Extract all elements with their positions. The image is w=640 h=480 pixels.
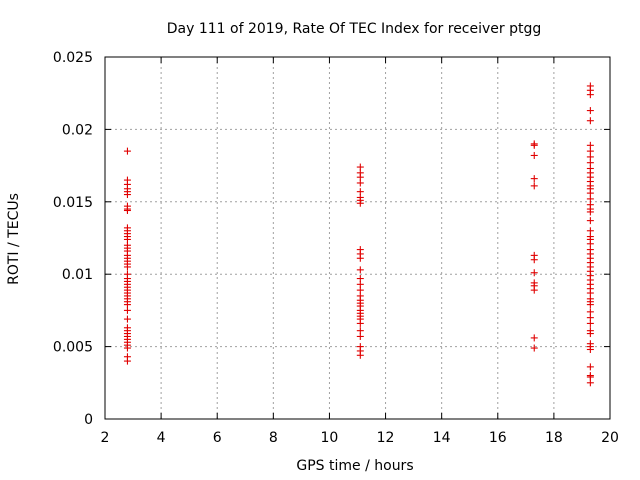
data-point <box>123 357 131 365</box>
data-point <box>586 363 594 371</box>
data-point <box>586 91 594 99</box>
x-tick-label: 12 <box>377 430 395 446</box>
y-tick-label: 0.005 <box>53 340 93 356</box>
x-tick-label: 14 <box>433 430 451 446</box>
y-axis-tick-labels: 0 0.005 0.01 0.015 0.02 0.025 <box>53 50 93 428</box>
data-point <box>586 208 594 216</box>
data-point <box>530 269 538 277</box>
data-point <box>586 319 594 327</box>
data-point <box>530 344 538 352</box>
data-point <box>530 182 538 190</box>
data-point <box>123 263 131 271</box>
x-tick-label: 16 <box>489 430 507 446</box>
x-tick-label: 2 <box>101 430 110 446</box>
y-tick-label: 0 <box>84 412 93 428</box>
axis-ticks <box>104 56 611 420</box>
y-tick-label: 0.015 <box>53 195 93 211</box>
data-point <box>356 199 364 207</box>
data-point <box>123 315 131 323</box>
x-tick-label: 20 <box>601 430 619 446</box>
grid-lines <box>105 57 610 419</box>
data-point <box>123 147 131 155</box>
chart-title: Day 111 of 2019, Rate Of TEC Index for r… <box>167 21 542 37</box>
data-point <box>530 175 538 183</box>
x-axis-label: GPS time / hours <box>296 458 413 474</box>
y-tick-label: 0.01 <box>62 267 93 283</box>
x-axis-tick-labels: 2 4 6 8 10 12 14 16 18 20 <box>101 430 619 446</box>
data-point <box>586 301 594 309</box>
data-point <box>586 330 594 338</box>
data-point <box>530 256 538 264</box>
data-point <box>356 266 364 274</box>
data-point <box>530 151 538 159</box>
y-tick-label: 0.025 <box>53 50 93 66</box>
data-point <box>123 344 131 352</box>
data-point <box>586 379 594 387</box>
data-point <box>586 117 594 125</box>
x-tick-label: 6 <box>213 430 222 446</box>
x-tick-label: 4 <box>157 430 166 446</box>
data-point <box>356 351 364 359</box>
data-point <box>123 306 131 314</box>
data-point <box>586 217 594 225</box>
data-point <box>123 206 131 214</box>
plot-frame <box>104 56 611 420</box>
data-point <box>356 332 364 340</box>
data-points <box>123 82 594 387</box>
data-point <box>356 319 364 327</box>
y-tick-label: 0.02 <box>62 122 93 138</box>
x-tick-label: 8 <box>269 430 278 446</box>
data-point <box>530 141 538 149</box>
data-point <box>123 191 131 199</box>
y-axis-label: ROTI / TECUs <box>6 193 22 285</box>
x-tick-label: 18 <box>545 430 563 446</box>
data-point <box>530 286 538 294</box>
data-point <box>530 334 538 342</box>
data-point <box>586 107 594 115</box>
x-tick-label: 10 <box>321 430 339 446</box>
data-point <box>356 179 364 187</box>
data-point <box>356 254 364 262</box>
data-point <box>586 345 594 353</box>
